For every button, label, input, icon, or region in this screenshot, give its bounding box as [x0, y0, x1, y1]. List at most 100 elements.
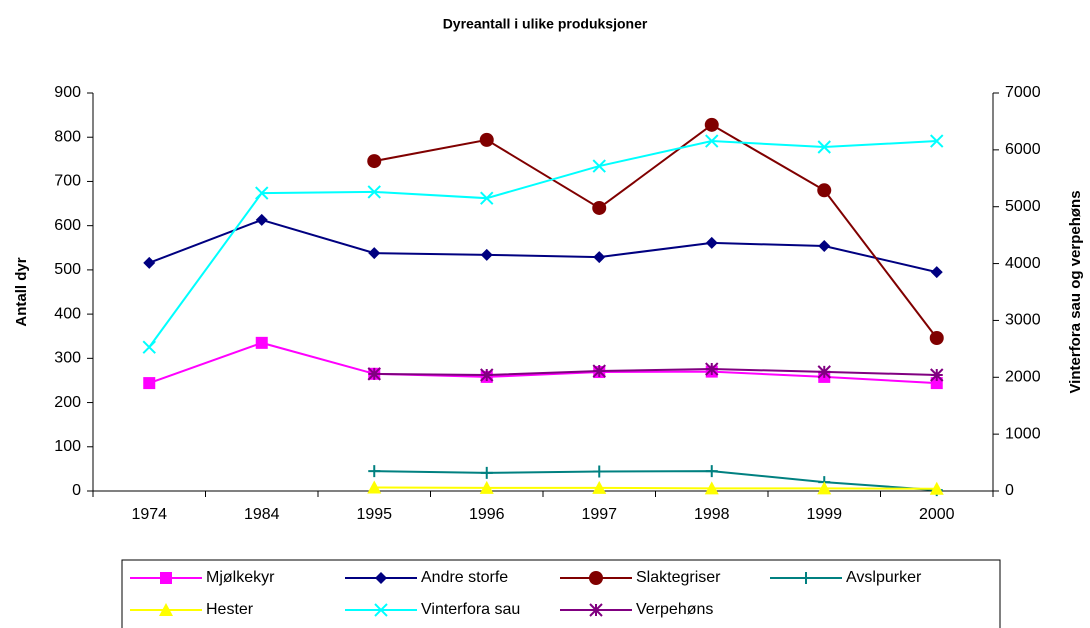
marker	[817, 183, 832, 198]
marker	[159, 603, 173, 616]
legend-item: Mjølkekyr	[130, 569, 275, 586]
y-tick-label: 700	[54, 173, 81, 190]
series-line	[148, 341, 937, 385]
legend-item: Hester	[130, 601, 254, 618]
legend-label: Verpehøns	[636, 601, 713, 618]
y2-tick-label: 4000	[1005, 255, 1041, 272]
marker	[143, 256, 156, 269]
marker	[480, 191, 494, 205]
marker	[817, 481, 832, 495]
marker	[817, 140, 831, 154]
marker	[593, 465, 606, 478]
y-tick-label: 900	[54, 84, 81, 101]
marker	[589, 571, 603, 585]
marker	[480, 368, 494, 382]
marker	[705, 236, 718, 249]
legend-item: Avslpurker	[770, 569, 922, 586]
x-tick-label: 1995	[356, 506, 392, 523]
y2-axis-title: Vinterfora sau og verpehøns	[1067, 190, 1084, 393]
series-line	[148, 218, 937, 274]
x-tick-label: 2000	[919, 506, 955, 523]
marker	[930, 368, 944, 382]
marker	[704, 117, 719, 132]
marker	[160, 572, 172, 584]
marker	[480, 248, 493, 261]
marker	[142, 340, 156, 354]
legend-item: Vinterfora sau	[345, 601, 520, 618]
marker	[589, 603, 603, 617]
marker	[367, 185, 381, 199]
marker	[255, 186, 269, 200]
marker	[930, 134, 944, 148]
marker	[817, 365, 831, 379]
y-tick-label: 800	[54, 128, 81, 145]
series-line	[374, 486, 937, 490]
marker	[704, 481, 719, 495]
y2-tick-label: 6000	[1005, 141, 1041, 158]
marker	[705, 134, 719, 148]
marker	[368, 247, 381, 260]
marker	[593, 251, 606, 264]
x-tick-label: 1974	[131, 506, 167, 523]
x-tick-label: 1996	[469, 506, 505, 523]
marker	[479, 480, 494, 494]
series-line	[374, 123, 938, 339]
series-line	[374, 368, 937, 377]
legend-label: Slaktegriser	[636, 569, 721, 586]
marker	[255, 336, 268, 349]
y-axis-title: Antall dyr	[13, 257, 30, 326]
marker	[929, 330, 944, 345]
y-tick-label: 300	[54, 350, 81, 367]
legend-item: Andre storfe	[345, 569, 508, 586]
marker	[367, 154, 382, 169]
legend-label: Avslpurker	[846, 569, 922, 586]
marker	[368, 465, 381, 478]
x-tick-label: 1999	[806, 506, 842, 523]
legend-label: Andre storfe	[421, 569, 508, 586]
marker	[375, 572, 387, 584]
marker	[367, 367, 381, 381]
y-tick-label: 600	[54, 217, 81, 234]
marker	[930, 266, 943, 279]
y-tick-label: 500	[54, 261, 81, 278]
y2-tick-label: 1000	[1005, 425, 1041, 442]
marker	[479, 132, 494, 147]
marker	[929, 481, 944, 495]
y2-tick-label: 3000	[1005, 312, 1041, 329]
legend-item: Slaktegriser	[560, 569, 721, 586]
legend-item: Verpehøns	[560, 601, 713, 618]
marker	[143, 377, 156, 390]
marker	[705, 465, 718, 478]
legend-label: Mjølkekyr	[206, 569, 275, 586]
marker	[705, 362, 719, 376]
marker	[592, 480, 607, 494]
y-tick-label: 200	[54, 394, 81, 411]
chart-title: Dyreantall i ulike produksjoner	[443, 16, 648, 32]
marker	[592, 159, 606, 173]
marker	[480, 466, 493, 479]
y2-tick-label: 2000	[1005, 369, 1041, 386]
x-tick-label: 1997	[581, 506, 617, 523]
y2-tick-label: 5000	[1005, 198, 1041, 215]
x-tick-label: 1998	[694, 506, 730, 523]
x-tick-label: 1984	[244, 506, 280, 523]
series-line	[374, 470, 937, 492]
marker	[255, 213, 268, 226]
y-tick-label: 0	[72, 482, 81, 499]
y-tick-label: 400	[54, 305, 81, 322]
y2-tick-label: 0	[1005, 482, 1014, 499]
series-line	[148, 140, 937, 348]
y-tick-label: 100	[54, 438, 81, 455]
legend-box	[121, 559, 1001, 628]
y2-tick-label: 7000	[1005, 84, 1041, 101]
marker	[800, 572, 812, 584]
legend-label: Vinterfora sau	[421, 601, 520, 618]
marker	[818, 240, 831, 253]
marker	[592, 364, 606, 378]
marker	[930, 377, 943, 390]
legend-label: Hester	[206, 601, 254, 618]
marker	[367, 480, 382, 494]
marker	[374, 603, 388, 617]
marker	[592, 200, 607, 215]
